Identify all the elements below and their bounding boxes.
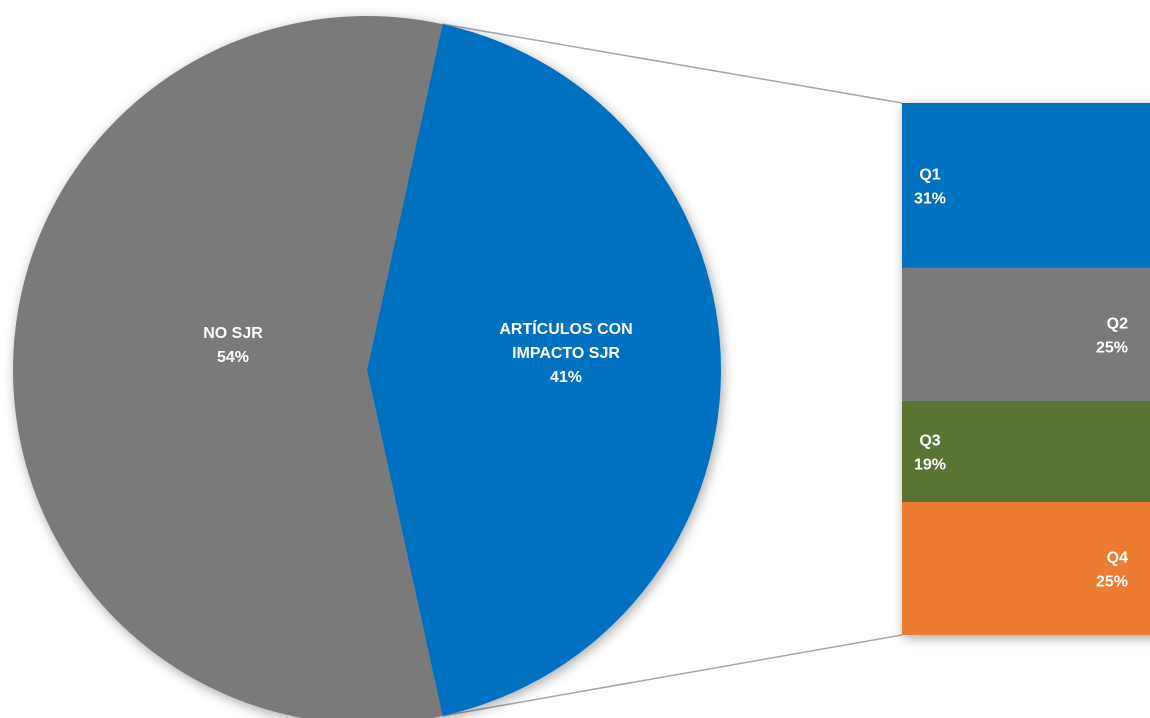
data-label-q2-1: Q2 (1107, 315, 1128, 332)
pie-slice-no-sjr (13, 16, 443, 718)
data-label-q4-2: 25% (1096, 574, 1128, 591)
pie-slice-articulos-con-impacto-sjr (367, 24, 721, 716)
breakdown-bar (902, 103, 1150, 635)
data-label-q4-1: Q4 (1107, 550, 1128, 567)
data-label-articulos-con-impacto-sjr-2: IMPACTO SJR (512, 345, 620, 362)
bar-segment-q1 (902, 103, 1150, 268)
data-label-no-sjr-1: NO SJR (203, 325, 263, 342)
data-label-q1-2: 31% (914, 190, 946, 207)
data-label-q1-1: Q1 (919, 166, 940, 183)
data-label-q3-2: 19% (914, 456, 946, 473)
bar-segment-q4 (902, 502, 1150, 635)
data-labels: NO SJR 54% ARTÍCULOS CON IMPACTO SJR 41% Q1 31… (203, 166, 1128, 590)
connector-line-top (442, 23, 903, 104)
data-label-articulos-con-impacto-sjr-1: ARTÍCULOS CON (499, 319, 632, 338)
connector-line-bottom (442, 634, 903, 717)
pie (13, 16, 721, 718)
bar-segment-q2 (902, 267, 1150, 401)
data-label-articulos-con-impacto-sjr-3: 41% (550, 369, 582, 386)
data-label-q2-2: 25% (1096, 339, 1128, 356)
data-label-q3-1: Q3 (919, 432, 940, 449)
data-label-no-sjr-2: 54% (217, 349, 249, 366)
connector-lines (442, 23, 903, 717)
bar-segment-q3 (902, 400, 1150, 502)
